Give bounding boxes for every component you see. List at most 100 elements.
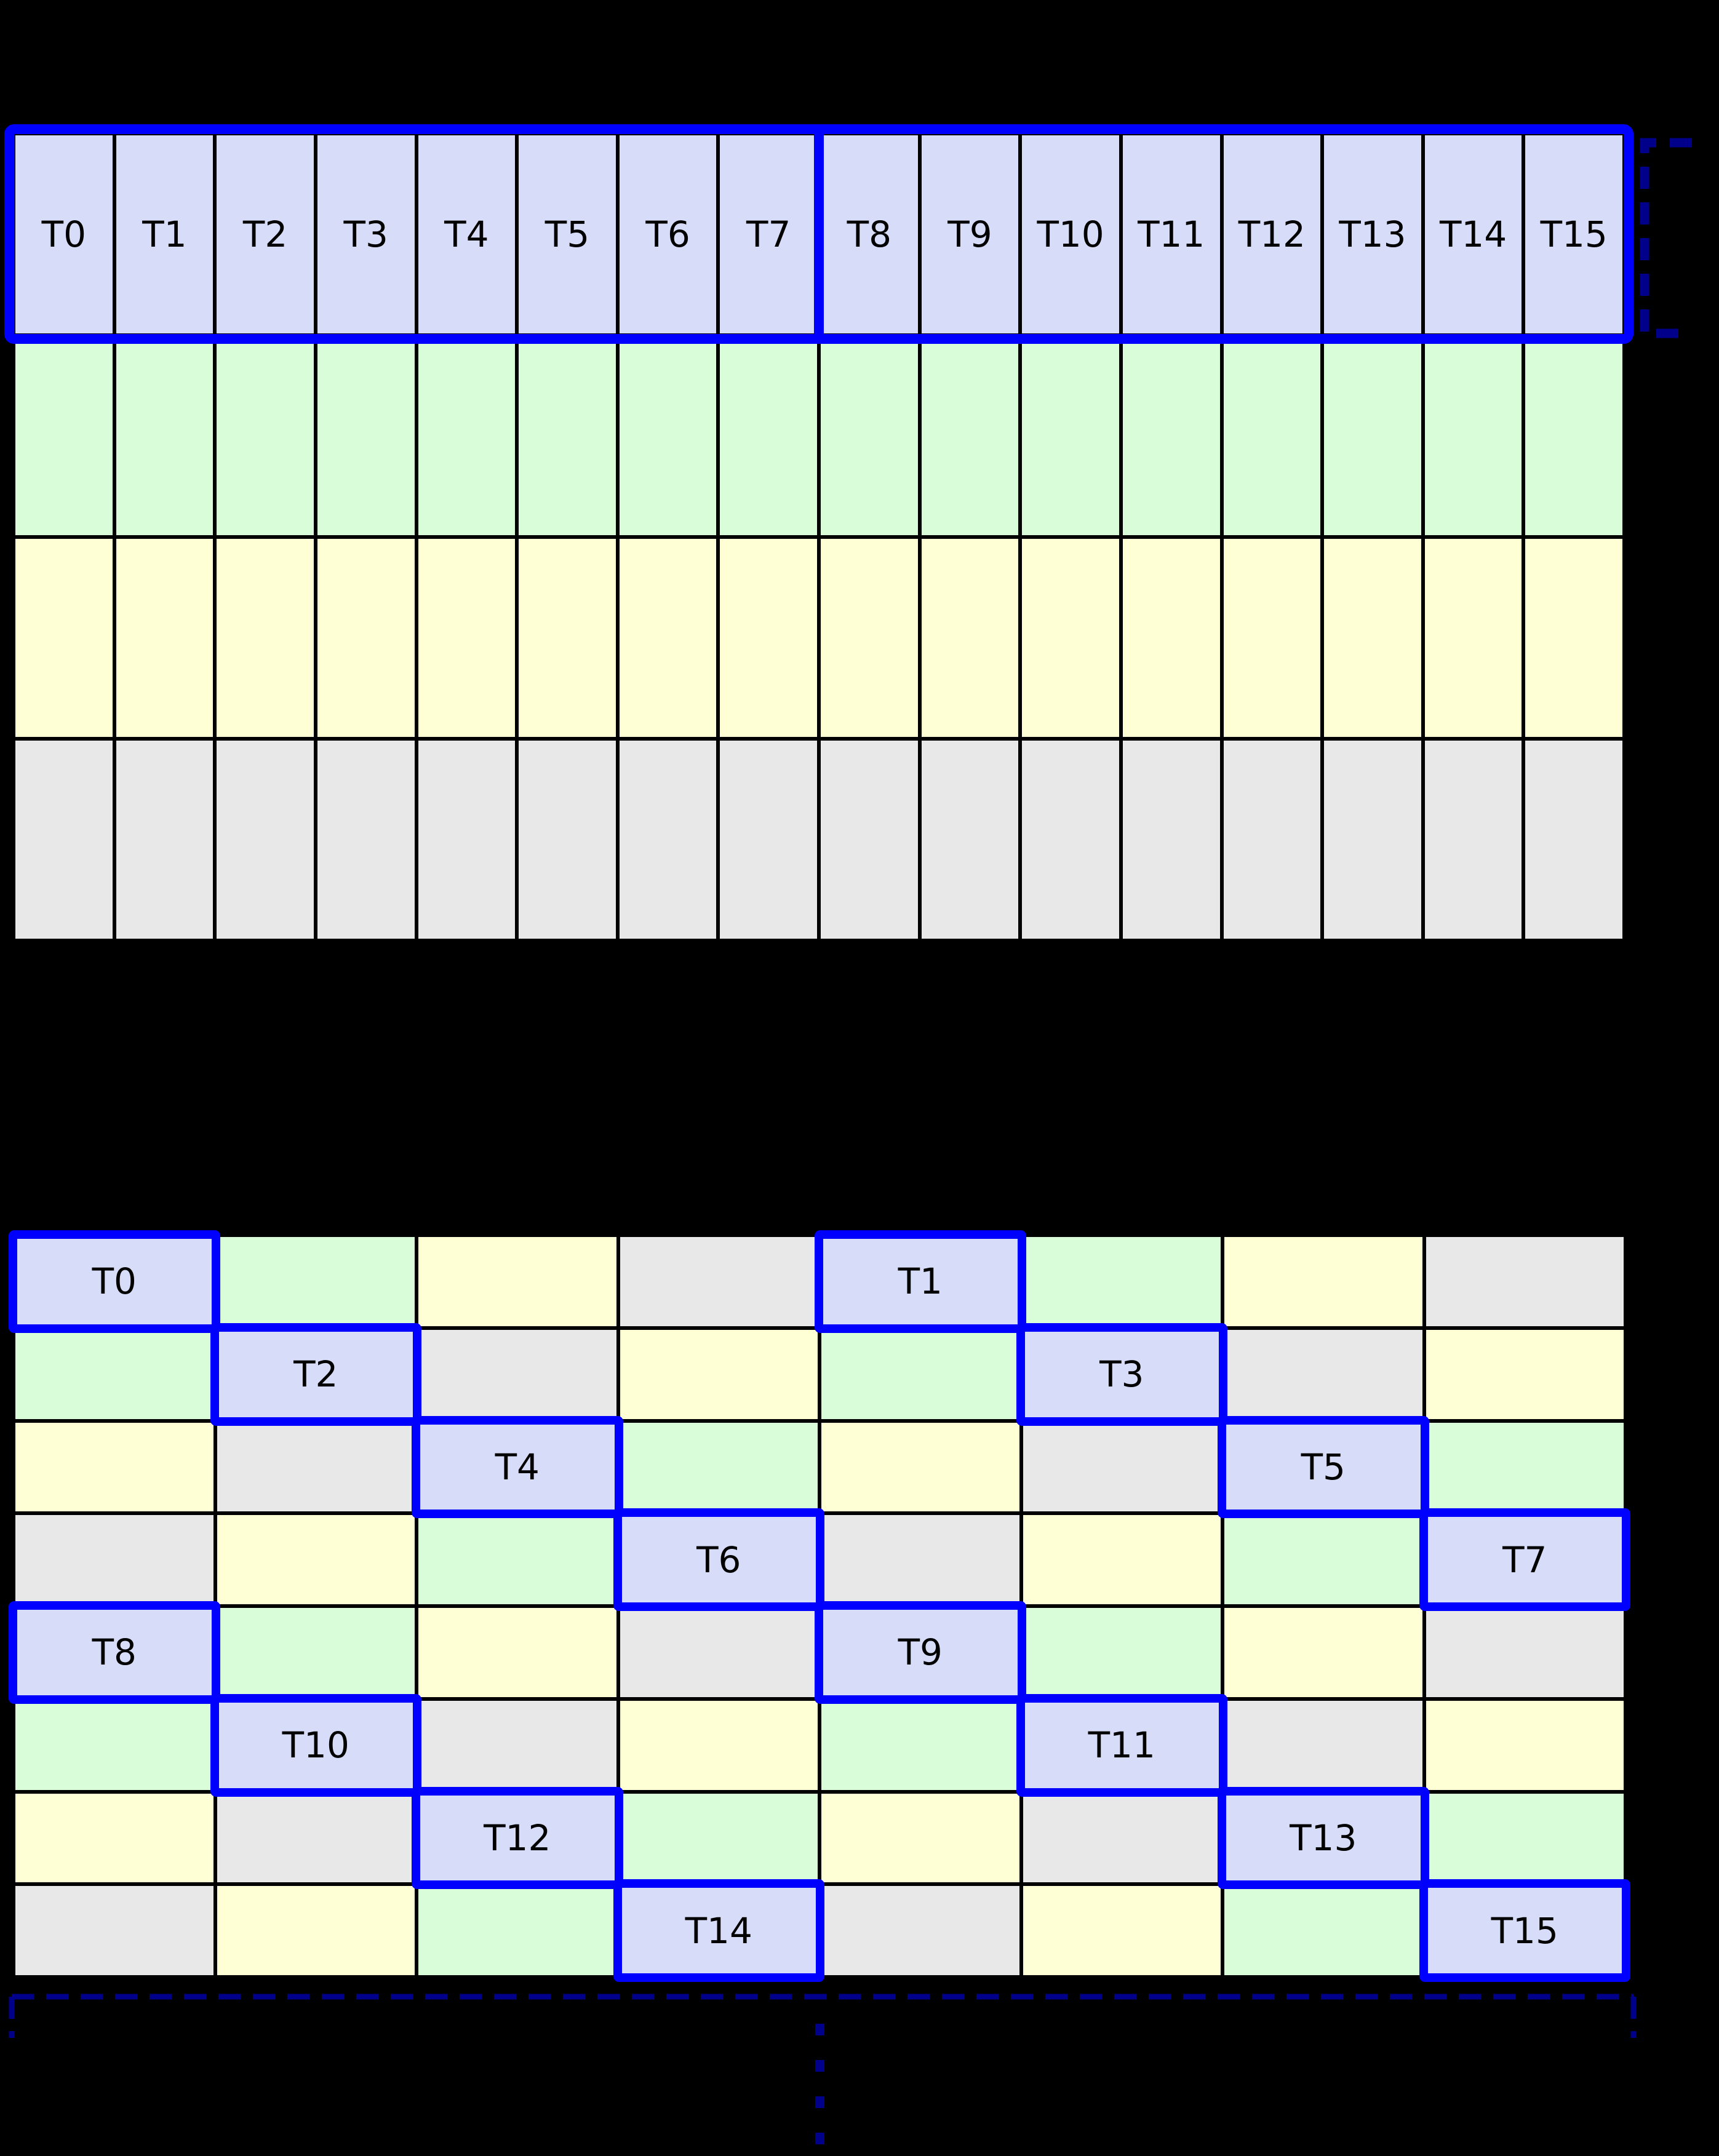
memory-cell <box>821 1515 1019 1604</box>
strided-access-grid: T0 T1 T2 T3 T4 T5 T6 T7 T8 T9 T10 T11 T12 T13 T14 T15 <box>9 1230 1630 1982</box>
thread-highlight-ring <box>210 1323 421 1426</box>
memory-span-bracket <box>9 1994 1637 2038</box>
thread-highlight-ring <box>412 1415 623 1519</box>
memory-cell <box>317 337 415 535</box>
memory-cell <box>15 1422 213 1512</box>
memory-cell <box>418 337 516 535</box>
memory-cell <box>1023 1608 1221 1697</box>
memory-cell <box>1023 1422 1221 1512</box>
memory-cell <box>217 337 314 535</box>
memory-cell <box>921 539 1019 737</box>
memory-cell <box>1022 337 1119 535</box>
continuation-dot <box>815 2060 824 2072</box>
memory-cell <box>821 539 918 737</box>
memory-cell <box>619 741 717 939</box>
thread-cell-T12: T12 <box>1223 135 1321 333</box>
memory-cell <box>921 337 1019 535</box>
memory-cell <box>418 1886 616 1975</box>
thread-highlight-ring <box>1218 1786 1429 1890</box>
memory-cell <box>116 741 213 939</box>
memory-cell <box>821 1422 1019 1512</box>
first-row-bracket-path <box>1640 138 1692 338</box>
memory-cell <box>1426 1237 1624 1326</box>
thread-cell-T10: T10 <box>1022 135 1119 333</box>
memory-cell <box>116 539 213 737</box>
memory-cell <box>418 741 516 939</box>
thread-cell-T1: T1 <box>815 1230 1026 1333</box>
thread-cell-T1: T1 <box>116 135 213 333</box>
memory-cell <box>1122 337 1220 535</box>
thread-highlight-ring <box>412 1786 623 1890</box>
memory-cell <box>821 1886 1019 1975</box>
thread-cell-T14: T14 <box>613 1879 824 1982</box>
memory-cell <box>821 741 918 939</box>
memory-cell <box>217 1237 415 1326</box>
memory-cell <box>1426 1700 1624 1790</box>
memory-cell <box>15 337 113 535</box>
memory-cell <box>1122 539 1220 737</box>
thread-cell-T5: T5 <box>519 135 616 333</box>
thread-cell-T9: T9 <box>921 135 1019 333</box>
memory-cell <box>620 1608 818 1697</box>
memory-cell <box>1525 741 1622 939</box>
memory-cell <box>15 741 113 939</box>
memory-cell <box>519 337 616 535</box>
memory-cell <box>1122 741 1220 939</box>
memory-cell <box>418 1237 616 1326</box>
memory-cell <box>317 741 415 939</box>
memory-cell <box>1426 1793 1624 1883</box>
memory-cell <box>1426 1329 1624 1419</box>
memory-cell <box>116 337 213 535</box>
memory-cell <box>317 539 415 737</box>
thread-cell-T6: T6 <box>619 135 717 333</box>
memory-cell <box>519 741 616 939</box>
memory-cell <box>821 1700 1019 1790</box>
thread-highlight-ring <box>815 1601 1026 1704</box>
memory-cell <box>1224 1886 1422 1975</box>
memory-cell <box>1224 1329 1422 1419</box>
thread-highlight-ring <box>9 1230 220 1333</box>
thread-cell-T3: T3 <box>1016 1323 1227 1426</box>
memory-cell <box>620 1700 818 1790</box>
memory-cell <box>217 741 314 939</box>
memory-cell <box>1022 539 1119 737</box>
memory-cell <box>217 1793 415 1883</box>
memory-cell <box>1324 741 1421 939</box>
thread-cell-T7: T7 <box>1419 1508 1630 1611</box>
memory-cell <box>720 337 817 535</box>
thread-highlight-ring <box>210 1693 421 1797</box>
half-warp-divider <box>814 124 824 344</box>
memory-cell <box>1224 1515 1422 1604</box>
memory-cell <box>1023 1793 1221 1883</box>
thread-cell-T8: T8 <box>9 1601 220 1704</box>
thread-cell-T10: T10 <box>210 1693 421 1797</box>
memory-cell <box>620 1237 818 1326</box>
memory-cell <box>1223 741 1321 939</box>
thread-highlight-ring <box>613 1508 824 1611</box>
memory-cell <box>1223 337 1321 535</box>
continuation-dot <box>815 2133 824 2144</box>
memory-cell <box>1023 1237 1221 1326</box>
thread-cell-T0: T0 <box>15 135 113 333</box>
thread-highlight-ring <box>1016 1323 1227 1426</box>
thread-cell-T15: T15 <box>1525 135 1622 333</box>
thread-cell-T5: T5 <box>1218 1415 1429 1519</box>
memory-cell <box>1023 1515 1221 1604</box>
memory-cell <box>217 1608 415 1697</box>
memory-cell <box>1022 741 1119 939</box>
memory-cell <box>821 1329 1019 1419</box>
thread-cell-T3: T3 <box>317 135 415 333</box>
memory-cell <box>15 1329 213 1419</box>
thread-cell-T11: T11 <box>1122 135 1220 333</box>
thread-highlight-ring <box>9 1601 220 1704</box>
memory-cell <box>1324 337 1421 535</box>
memory-cell <box>921 741 1019 939</box>
continuation-dot <box>815 2024 824 2035</box>
memory-cell <box>1525 539 1622 737</box>
thread-highlight-ring <box>815 1230 1026 1333</box>
memory-cell <box>1324 539 1421 737</box>
thread-cell-T14: T14 <box>1424 135 1522 333</box>
memory-cell <box>619 539 717 737</box>
memory-cell <box>418 1515 616 1604</box>
